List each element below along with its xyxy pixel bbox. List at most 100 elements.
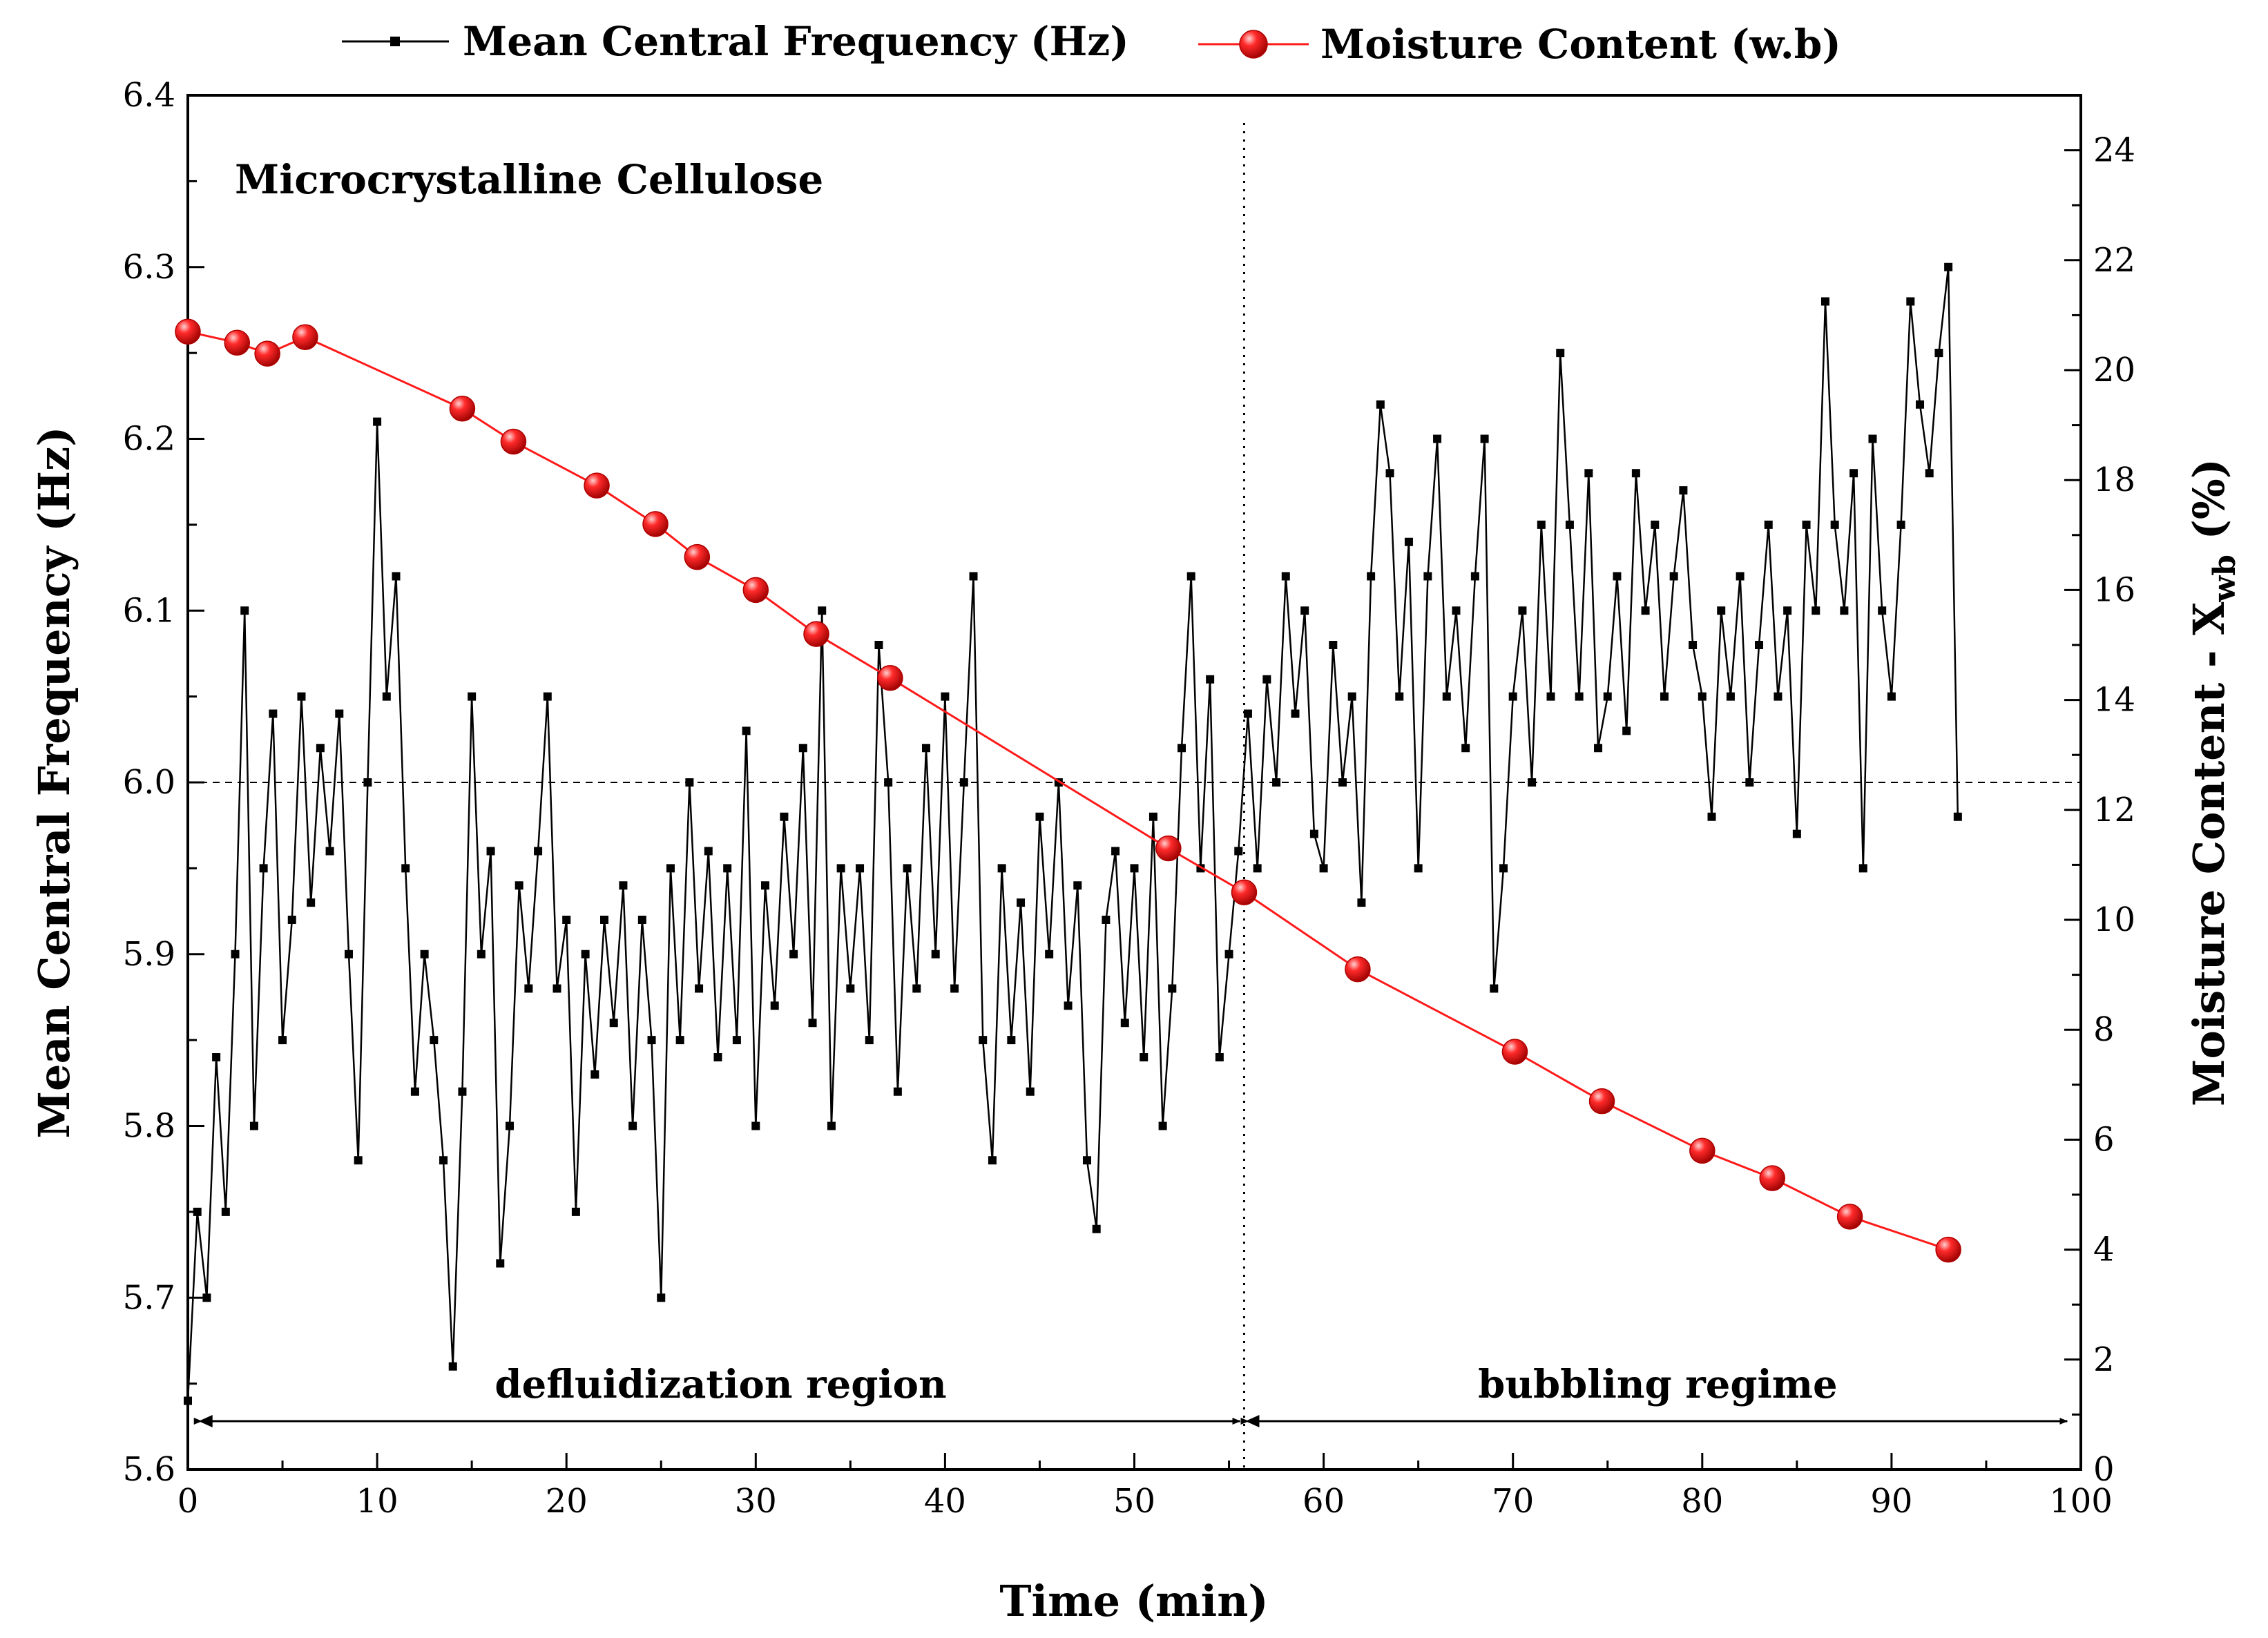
frequency-point <box>249 1121 258 1130</box>
frequency-line <box>186 266 1959 1401</box>
y-left-tick-label: 6.0 <box>123 763 175 802</box>
frequency-point <box>1508 692 1517 701</box>
y-right-tick-label: 18 <box>2093 461 2135 499</box>
frequency-point <box>1679 486 1688 495</box>
frequency-point <box>979 1036 988 1045</box>
legend-moisture-marker <box>1239 30 1268 59</box>
frequency-point <box>1528 778 1537 787</box>
region-label: defluidization region <box>494 1362 946 1407</box>
frequency-point <box>1376 400 1385 409</box>
frequency-point <box>1641 606 1650 615</box>
frequency-point <box>1186 572 1195 581</box>
moisture-point <box>1345 956 1371 983</box>
frequency-point <box>1792 829 1801 838</box>
frequency-point <box>695 984 704 993</box>
frequency-point <box>221 1207 230 1216</box>
moisture-point <box>684 543 711 570</box>
y-right-tick-label: 4 <box>2093 1231 2115 1269</box>
frequency-point <box>1868 434 1877 443</box>
frequency-point <box>1745 778 1754 787</box>
frequency-point <box>1300 606 1309 615</box>
y-right-tick-label: 16 <box>2093 570 2135 609</box>
y-right-tick-label: 10 <box>2093 900 2135 939</box>
frequency-point <box>761 881 770 890</box>
moisture-point <box>1689 1137 1716 1164</box>
y-left-tick-label: 6.1 <box>123 591 175 630</box>
frequency-point <box>609 1019 618 1028</box>
y-right-tick-label: 8 <box>2093 1010 2115 1049</box>
frequency-point <box>1887 692 1896 701</box>
frequency-point <box>1906 297 1915 306</box>
frequency-point <box>1707 812 1716 821</box>
frequency-point <box>1452 606 1461 615</box>
y-right-tick-label: 14 <box>2093 681 2135 720</box>
frequency-point <box>789 950 798 958</box>
frequency-point <box>1698 692 1707 701</box>
frequency-point <box>1802 520 1811 529</box>
frequency-point <box>1026 1087 1035 1096</box>
x-tick-label: 40 <box>924 1482 966 1521</box>
frequency-point <box>685 778 694 787</box>
frequency-point <box>1594 744 1603 753</box>
frequency-point <box>1045 950 1054 958</box>
frequency-point <box>1168 984 1177 993</box>
frequency-point <box>420 950 429 958</box>
frequency-point <box>1499 864 1508 873</box>
frequency-point <box>524 984 533 993</box>
frequency-point <box>1082 1156 1091 1165</box>
frequency-point <box>732 1036 741 1045</box>
frequency-point <box>392 572 401 581</box>
region-label: bubbling regime <box>1478 1362 1838 1407</box>
moisture-point <box>1501 1039 1528 1065</box>
frequency-point <box>941 692 950 701</box>
frequency-point <box>1347 692 1356 701</box>
frequency-point <box>571 1207 580 1216</box>
frequency-point <box>1291 709 1300 718</box>
moisture-point <box>1588 1088 1615 1115</box>
frequency-point <box>439 1156 448 1165</box>
frequency-point <box>1234 847 1243 856</box>
frequency-point <box>1224 950 1233 958</box>
frequency-point <box>751 1121 760 1130</box>
frequency-point <box>1584 469 1593 478</box>
frequency-point <box>363 778 372 787</box>
moisture-point <box>584 472 610 499</box>
frequency-point <box>666 864 675 873</box>
frequency-point <box>1840 606 1849 615</box>
region-arrow-head <box>198 1415 213 1427</box>
frequency-point <box>675 1036 684 1045</box>
frequency-point <box>836 864 845 873</box>
y-right-tick-label: 0 <box>2093 1450 2115 1489</box>
y-right-tick-label: 12 <box>2093 791 2135 829</box>
frequency-point <box>969 572 978 581</box>
frequency-point <box>269 709 278 718</box>
x-tick-label: 30 <box>735 1482 777 1521</box>
frequency-point <box>1253 864 1262 873</box>
frequency-point <box>1480 434 1489 443</box>
region-arrow-head <box>1245 1415 1260 1427</box>
y-left-tick-label: 5.9 <box>123 935 175 974</box>
frequency-point <box>316 744 325 753</box>
series-moisture-content <box>175 318 1961 1263</box>
x-tick-label: 20 <box>546 1482 588 1521</box>
series-mean-central-frequency <box>184 262 1962 1405</box>
frequency-point <box>1669 572 1678 581</box>
frequency-point <box>468 692 477 701</box>
y-right-tick-label: 2 <box>2093 1340 2115 1379</box>
frequency-point <box>1120 1019 1129 1028</box>
frequency-point <box>846 984 855 993</box>
frequency-point <box>1755 641 1764 649</box>
frequency-point <box>373 417 382 426</box>
frequency-point <box>486 847 495 856</box>
frequency-point <box>988 1156 997 1165</box>
frequency-point <box>581 950 590 958</box>
frequency-point <box>1651 520 1660 529</box>
y-left-tick-label: 6.4 <box>123 76 175 115</box>
frequency-point <box>590 1070 599 1079</box>
legend: Mean Central Frequency (Hz) Moisture Con… <box>342 18 1841 68</box>
moisture-point <box>292 324 318 350</box>
frequency-point <box>1717 606 1726 615</box>
frequency-point <box>1736 572 1745 581</box>
frequency-point <box>1281 572 1290 581</box>
frequency-point <box>647 1036 656 1045</box>
